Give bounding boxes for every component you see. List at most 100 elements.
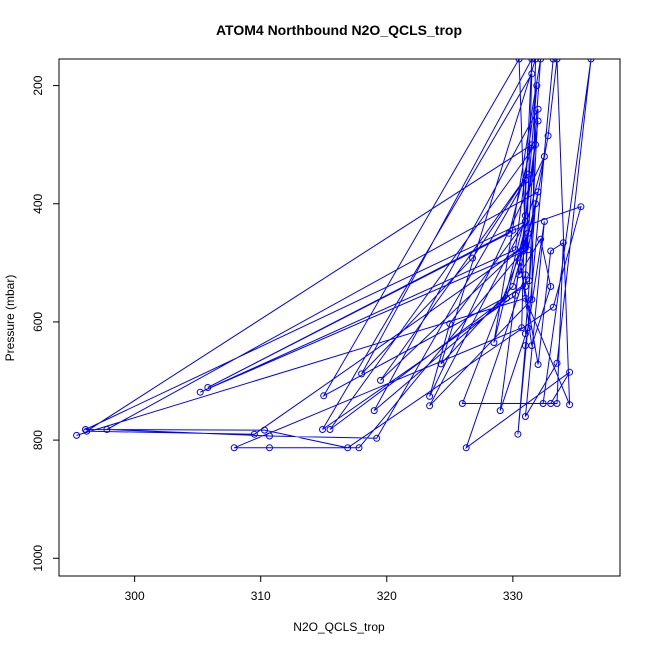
data-point	[326, 426, 334, 433]
data-point	[469, 254, 476, 262]
data-point	[462, 444, 470, 452]
data-point	[266, 444, 273, 452]
data-point	[377, 376, 384, 384]
data-point	[514, 430, 522, 438]
data-point	[524, 229, 532, 237]
data-point	[532, 59, 539, 63]
data-point	[250, 430, 258, 438]
data-point	[533, 82, 541, 90]
data-point	[547, 247, 555, 255]
data-point	[534, 105, 542, 113]
data-point	[521, 239, 529, 247]
x-axis-label: N2O_QCLS_trop	[293, 620, 385, 634]
data-point	[553, 400, 561, 407]
y-axis-label: Pressure (mbar)	[3, 275, 17, 362]
data-point	[261, 426, 268, 434]
data-point	[266, 432, 273, 440]
data-point	[511, 291, 519, 299]
data-point	[515, 59, 523, 63]
data-point	[539, 400, 547, 407]
data-point	[373, 434, 381, 442]
data-point	[344, 444, 352, 452]
data-point	[521, 413, 529, 420]
plot-layer	[73, 59, 595, 452]
y-tick-label: 1000	[31, 545, 45, 572]
data-point	[519, 247, 527, 255]
x-tick-label: 320	[377, 589, 397, 603]
data-point	[528, 342, 536, 350]
data-point	[505, 229, 513, 237]
data-point	[553, 359, 561, 367]
data-point	[83, 427, 91, 435]
data-point	[537, 59, 545, 63]
chart-title: ATOM4 Northbound N2O_QCLS_trop	[216, 22, 462, 38]
data-point	[521, 283, 529, 290]
data-point	[553, 59, 561, 63]
series-line	[76, 59, 592, 450]
y-tick-label: 400	[31, 193, 45, 213]
x-tick-label: 310	[251, 589, 271, 603]
y-tick-label: 200	[31, 75, 45, 95]
data-point	[521, 176, 529, 184]
data-point	[547, 283, 555, 290]
data-point	[516, 259, 524, 267]
data-point	[426, 392, 434, 400]
data-point	[544, 132, 552, 140]
data-point	[503, 294, 510, 302]
data-point	[528, 296, 536, 303]
y-tick-label: 600	[31, 312, 45, 332]
data-point	[196, 388, 204, 396]
data-point	[355, 444, 363, 452]
data-point	[540, 218, 548, 225]
data-point	[496, 407, 504, 415]
data-point	[528, 59, 536, 63]
data-point	[521, 294, 529, 302]
data-point	[532, 141, 539, 149]
data-point	[577, 203, 585, 211]
data-point	[559, 239, 567, 247]
data-point	[446, 320, 454, 328]
data-point	[103, 426, 111, 433]
data-point	[549, 303, 557, 311]
axes-layer: 300 310 320 330 200 400 600 800 1000	[31, 75, 523, 603]
data-point	[566, 401, 574, 409]
data-point	[515, 271, 523, 279]
data-point	[458, 400, 466, 407]
data-point	[320, 392, 328, 400]
data-point	[319, 426, 326, 433]
data-point	[525, 277, 533, 285]
data-point	[521, 212, 529, 220]
data-point	[524, 324, 532, 332]
data-point	[540, 153, 548, 160]
data-point	[549, 59, 557, 63]
data-point	[204, 384, 212, 391]
y-tick-label: 800	[31, 430, 45, 450]
data-point	[566, 368, 574, 376]
data-point	[537, 235, 545, 243]
data-point	[528, 141, 536, 149]
data-point	[426, 402, 434, 410]
x-tick-label: 300	[125, 589, 145, 603]
data-point	[534, 361, 542, 368]
data-point	[230, 444, 238, 452]
data-point	[370, 407, 378, 415]
data-point	[437, 360, 445, 368]
data-point	[528, 70, 536, 78]
plot-frame	[58, 58, 621, 577]
data-point	[532, 200, 539, 208]
data-point	[511, 246, 519, 254]
x-tick-label: 330	[503, 589, 523, 603]
data-point	[534, 117, 542, 125]
data-point	[524, 170, 532, 178]
data-point	[587, 59, 595, 63]
data-point	[490, 339, 498, 347]
data-point	[82, 426, 89, 433]
data-point	[509, 283, 517, 290]
data-point	[521, 330, 529, 338]
data-point	[534, 188, 542, 196]
data-point	[358, 370, 366, 378]
data-point	[73, 431, 81, 439]
